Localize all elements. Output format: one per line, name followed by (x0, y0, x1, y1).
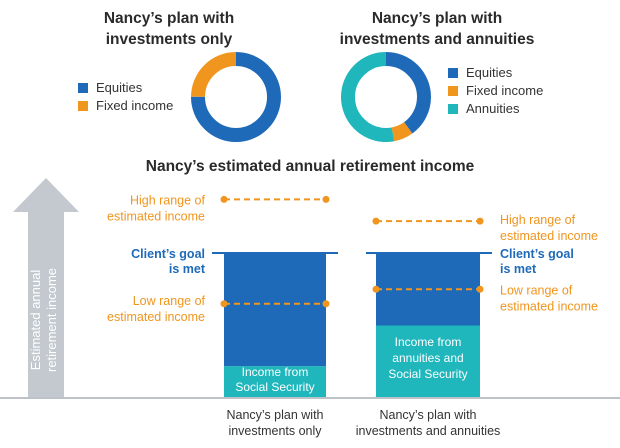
bar1-segment-label-line1: Income from (242, 365, 309, 379)
legend1-label-equities: Equities (96, 80, 143, 95)
legend2-swatch-annuities (448, 104, 458, 114)
low-range-dot (322, 300, 330, 308)
left-high-range-label-line1: High range of (130, 193, 206, 207)
x-category-1-line1: Nancy’s plan with (226, 408, 323, 422)
legend2-swatch-equities (448, 68, 458, 78)
x-category-1-line2: investments only (228, 424, 322, 438)
donut2-title-line1: Nancy’s plan with (372, 10, 502, 27)
right-low-range-label-line1: Low range of (500, 283, 573, 297)
legend2-swatch-fixed-income (448, 86, 458, 96)
y-axis-arrow (13, 178, 79, 398)
legend1-label-fixed-income: Fixed income (96, 98, 173, 113)
donut2-title-line2: investments and annuities (340, 31, 535, 48)
donut-slice-fixed-income (191, 52, 281, 142)
legend1-swatch-equities (78, 83, 88, 93)
right-goal-label-line1: Client’s goal (500, 247, 574, 261)
left-low-range-label-line2: estimated income (107, 310, 205, 324)
left-high-range-label-line2: estimated income (107, 209, 205, 223)
bar-chart-title: Nancy’s estimated annual retirement inco… (146, 158, 475, 175)
low-range-dot (372, 285, 380, 293)
legend2-label-annuities: Annuities (466, 101, 520, 116)
bar2-annuities-social-security (376, 325, 480, 398)
legend2-label-fixed-income: Fixed income (466, 83, 543, 98)
high-range-dot (322, 195, 330, 203)
low-range-dot (476, 285, 484, 293)
right-goal-label-line2: is met (500, 262, 537, 276)
bar2-segment-label-line2: annuities and (392, 351, 463, 365)
left-goal-label-line2: is met (169, 262, 206, 276)
high-range-dot (476, 217, 484, 225)
x-category-2-line1: Nancy’s plan with (379, 408, 476, 422)
right-high-range-label-line1: High range of (500, 213, 576, 227)
left-low-range-label-line1: Low range of (133, 294, 206, 308)
high-range-dot (220, 195, 228, 203)
bar1-social-security (224, 366, 326, 398)
bar1-segment-label-line2: Social Security (235, 380, 314, 394)
donut1 (191, 52, 281, 142)
donut1-title-line1: Nancy’s plan with (104, 10, 234, 27)
x-category-2-line2: investments and annuities (356, 424, 501, 438)
high-range-dot (372, 217, 380, 225)
bar2-segment-label-line3: Social Security (388, 367, 467, 381)
y-axis-label-line1: Estimated annual (28, 270, 43, 371)
donut2 (341, 52, 431, 142)
low-range-dot (220, 300, 228, 308)
y-axis-label-line2: retirement income (44, 268, 59, 372)
left-goal-label-line1: Client’s goal (131, 247, 205, 261)
bar2-segment-label-line1: Income from (395, 335, 462, 349)
right-high-range-label-line2: estimated income (500, 229, 598, 243)
legend2-label-equities: Equities (466, 65, 513, 80)
right-low-range-label-line2: estimated income (500, 299, 598, 313)
bar1-investment-income (224, 253, 326, 367)
legend1-swatch-fixed-income (78, 101, 88, 111)
donut1-title-line2: investments only (106, 31, 233, 48)
donut-slice-annuities (341, 52, 431, 142)
